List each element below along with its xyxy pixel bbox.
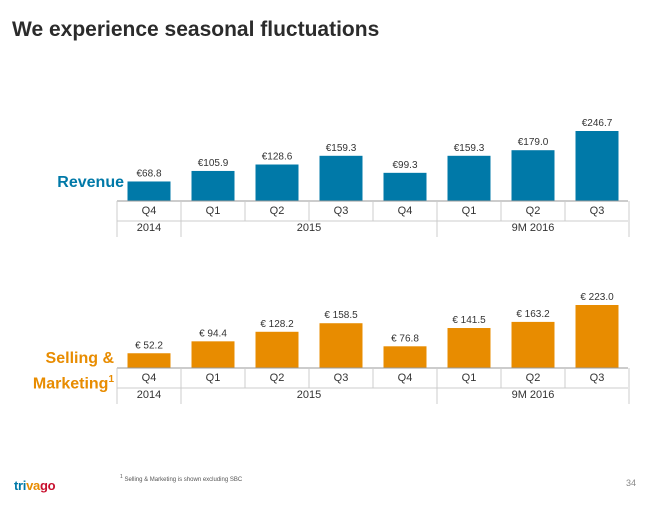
bar: [127, 353, 171, 368]
bar: [511, 150, 555, 201]
selling-marketing-label-line2: Marketing: [32, 375, 109, 393]
bar-value-label: € 163.2: [516, 309, 550, 320]
page-title: We experience seasonal fluctuations: [12, 18, 380, 41]
quarter-tick-label: Q4: [142, 205, 157, 217]
quarter-tick-label: Q1: [206, 205, 221, 217]
selling-marketing-row-label: Selling & Marketing1: [10, 348, 114, 394]
bar-value-label: € 158.5: [324, 310, 358, 321]
quarter-tick-label: Q3: [590, 205, 605, 217]
footnote-text: Selling & Marketing is shown excluding S…: [124, 477, 243, 483]
bar-value-label: €179.0: [518, 137, 549, 148]
bar: [383, 172, 427, 201]
footnote: 1 Selling & Marketing is shown excluding…: [120, 474, 242, 483]
bar-value-label: €159.3: [454, 143, 485, 154]
revenue-bar-chart: €68.8 €105.9 €128.6 €159.3 €99.3 €159.3 €179.0…: [116, 118, 630, 237]
bar: [319, 323, 363, 368]
quarter-tick-label: Q4: [398, 372, 413, 384]
selling-marketing-bar-chart: € 52.2 € 94.4 € 128.2 € 158.5 € 76.8 € 141.5 €…: [116, 292, 630, 404]
quarter-tick-label: Q3: [590, 372, 605, 384]
year-group-label: 2014: [137, 389, 161, 401]
bar-value-label: €128.6: [262, 152, 293, 163]
bar: [255, 331, 299, 368]
year-group-label: 9M 2016: [512, 222, 555, 234]
bar: [191, 341, 235, 368]
year-group-label: 2015: [297, 222, 321, 234]
quarter-tick-label: Q4: [398, 205, 413, 217]
bar-value-label: €246.7: [582, 118, 613, 129]
bar: [255, 164, 299, 201]
footnote-marker: 1: [108, 374, 114, 385]
bar: [127, 181, 171, 201]
quarter-tick-label: Q2: [270, 372, 285, 384]
bar-value-label: €99.3: [392, 160, 417, 171]
bar: [575, 305, 619, 368]
quarter-tick-label: Q3: [334, 372, 349, 384]
quarter-tick-label: Q3: [334, 205, 349, 217]
bar-value-label: € 94.4: [199, 328, 227, 339]
quarter-tick-label: Q1: [462, 372, 477, 384]
bar-value-label: € 76.8: [391, 333, 419, 344]
selling-marketing-label-line1: Selling &: [45, 350, 114, 367]
bar: [447, 328, 491, 368]
quarter-tick-label: Q1: [206, 372, 221, 384]
quarter-tick-label: Q4: [142, 372, 157, 384]
year-group-label: 2015: [297, 389, 321, 401]
bar: [191, 170, 235, 201]
quarter-tick-label: Q2: [526, 205, 541, 217]
bar: [383, 346, 427, 368]
year-group-label: 9M 2016: [512, 389, 555, 401]
bar-value-label: € 223.0: [580, 292, 614, 303]
quarter-tick-label: Q2: [270, 205, 285, 217]
revenue-row-label: Revenue: [57, 174, 124, 191]
bar-value-label: € 141.5: [452, 315, 486, 326]
bar-value-label: €68.8: [136, 168, 161, 179]
trivago-logo: trivago: [14, 478, 56, 493]
bar: [575, 131, 619, 201]
bar-value-label: €159.3: [326, 143, 357, 154]
bar: [447, 155, 491, 201]
bar-value-label: € 52.2: [135, 340, 163, 351]
bar-value-label: €105.9: [198, 158, 229, 169]
footnote-marker-small: 1: [120, 474, 123, 480]
bar: [319, 155, 363, 201]
page-number: 34: [625, 478, 636, 488]
quarter-tick-label: Q1: [462, 205, 477, 217]
bar-value-label: € 128.2: [260, 319, 294, 330]
year-group-label: 2014: [137, 222, 161, 234]
quarter-tick-label: Q2: [526, 372, 541, 384]
bar: [511, 321, 555, 368]
